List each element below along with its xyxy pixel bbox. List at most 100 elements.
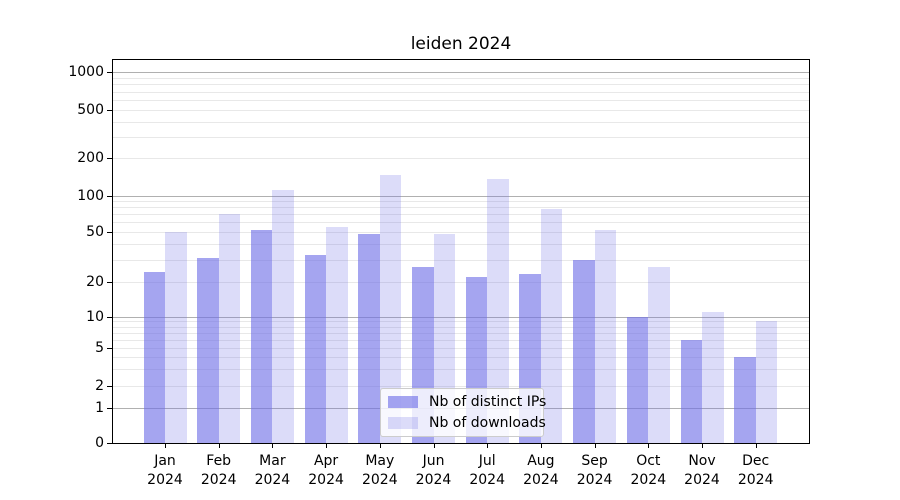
gridline-500 xyxy=(113,110,809,111)
gridline-60 xyxy=(113,222,809,223)
bar-mar-downloads xyxy=(272,189,294,443)
x-tick-label-month: Jul xyxy=(478,453,496,469)
bar-nov-downloads xyxy=(702,311,724,443)
gridline-700 xyxy=(113,92,809,93)
legend: Nb of distinct IPs Nb of downloads xyxy=(380,388,546,437)
x-tick-label-dec: Dec 2024 xyxy=(724,452,788,490)
x-tick-label-month: Jun xyxy=(422,453,445,469)
x-tick-label-sep: Sep 2024 xyxy=(563,452,627,490)
gridline-400 xyxy=(113,122,809,123)
x-tick-label-month: Sep xyxy=(581,453,608,469)
gridline-9 xyxy=(113,321,809,322)
y-tick-1 xyxy=(107,408,112,409)
x-tick-label-year: 2024 xyxy=(523,472,559,488)
legend-label-downloads: Nb of downloads xyxy=(429,415,546,431)
x-tick-label-year: 2024 xyxy=(361,472,398,488)
gridline-100 xyxy=(113,196,809,197)
y-tick-0 xyxy=(107,443,112,444)
x-tick-label-month: Feb xyxy=(206,453,232,469)
bar-mar-ips xyxy=(250,229,273,443)
y-tick-5 xyxy=(107,348,112,349)
x-tick-sep xyxy=(594,444,596,448)
y-tick-label-10: 10 xyxy=(86,308,104,325)
x-tick-label-jul: Jul 2024 xyxy=(455,452,519,490)
x-tick-nov xyxy=(702,444,703,448)
bar-feb-ips xyxy=(197,257,219,443)
gridline-800 xyxy=(113,84,809,85)
gridline-50 xyxy=(113,232,809,233)
x-tick-label-nov: Nov 2024 xyxy=(670,452,734,490)
x-tick-label-feb: Feb 2024 xyxy=(187,452,251,490)
y-tick-label-100: 100 xyxy=(77,187,104,204)
x-tick-label-jun: Jun 2024 xyxy=(402,452,466,490)
x-tick-label-may: May 2024 xyxy=(348,452,412,490)
y-tick-20 xyxy=(107,282,112,283)
y-tick-label-2: 2 xyxy=(95,378,104,394)
x-tick-label-year: 2024 xyxy=(308,472,344,488)
bar-oct-downloads xyxy=(648,267,670,443)
legend-item-downloads: Nb of downloads xyxy=(381,414,546,433)
x-tick-label-year: 2024 xyxy=(254,472,291,488)
x-tick-label-jan: Jan 2024 xyxy=(133,452,197,490)
gridline-6 xyxy=(113,340,809,341)
bar-jul-downloads xyxy=(487,178,509,443)
y-tick-10 xyxy=(107,317,112,318)
x-tick-label-month: Apr xyxy=(313,453,339,469)
gridline-900 xyxy=(113,78,809,79)
y-tick-2 xyxy=(107,386,112,387)
x-tick-label-month: Oct xyxy=(636,453,661,469)
gridline-7 xyxy=(113,333,809,334)
gridline-8 xyxy=(113,327,809,328)
x-tick-oct xyxy=(648,444,650,448)
y-tick-label-500: 500 xyxy=(77,102,104,118)
x-tick-aug xyxy=(540,444,542,448)
x-tick-label-month: May xyxy=(365,453,395,469)
y-tick-100 xyxy=(107,196,112,197)
legend-swatch-distinct-ips xyxy=(388,396,418,408)
y-tick-label-1000: 1000 xyxy=(68,64,104,80)
x-tick-label-month: Jan xyxy=(154,453,176,469)
x-tick-label-year: 2024 xyxy=(684,472,720,488)
x-tick-label-month: Aug xyxy=(527,453,555,469)
gridline-4 xyxy=(113,357,809,358)
y-tick-200 xyxy=(107,158,112,159)
y-tick-label-5: 5 xyxy=(95,339,104,356)
x-tick-feb xyxy=(218,444,220,448)
gridline-200 xyxy=(113,158,809,159)
chart-title: leiden 2024 xyxy=(410,34,512,54)
x-tick-jul xyxy=(487,444,489,448)
bar-sep-downloads xyxy=(594,229,617,443)
legend-item-distinct-ips: Nb of distinct IPs xyxy=(381,393,546,412)
x-tick-label-year: 2024 xyxy=(630,472,667,488)
x-tick-may xyxy=(379,444,381,448)
x-tick-apr xyxy=(326,444,328,448)
bar-nov-ips xyxy=(680,339,702,443)
gridline-1000 xyxy=(113,72,809,73)
x-tick-dec xyxy=(755,444,757,448)
bar-feb-downloads xyxy=(218,214,241,443)
x-tick-label-month: Mar xyxy=(259,453,286,469)
x-tick-label-month: Dec xyxy=(742,453,770,469)
x-tick-jan xyxy=(165,444,166,448)
bar-apr-downloads xyxy=(326,227,348,443)
gridline-600 xyxy=(113,100,809,101)
y-tick-50 xyxy=(107,232,112,233)
y-tick-label-50: 50 xyxy=(86,224,104,240)
x-tick-label-oct: Oct 2024 xyxy=(616,452,680,490)
x-tick-jun xyxy=(433,444,435,448)
gridline-70 xyxy=(113,214,809,215)
gridline-30 xyxy=(113,260,809,261)
bar-may-ips xyxy=(358,234,380,443)
x-tick-label-year: 2024 xyxy=(415,472,452,488)
gridline-2 xyxy=(113,386,809,387)
gridline-3 xyxy=(113,369,809,370)
x-tick-label-year: 2024 xyxy=(737,472,774,488)
bar-dec-ips xyxy=(734,357,756,443)
gridline-40 xyxy=(113,244,809,245)
x-tick-label-aug: Aug 2024 xyxy=(509,452,573,490)
y-tick-label-20: 20 xyxy=(86,273,104,290)
x-tick-label-month: Nov xyxy=(688,453,716,469)
gridline-5 xyxy=(113,348,809,349)
gridline-90 xyxy=(113,201,809,202)
